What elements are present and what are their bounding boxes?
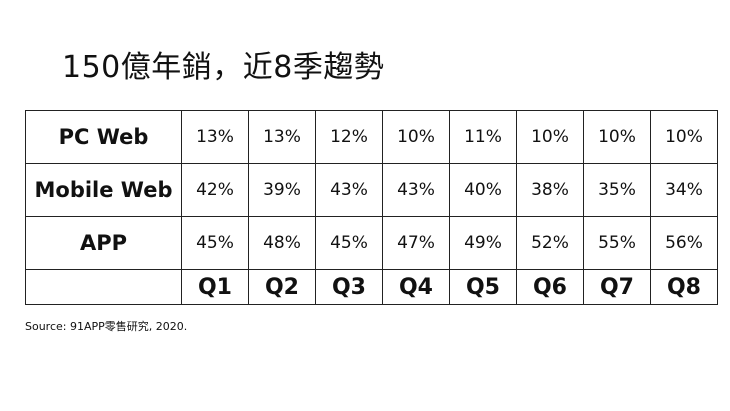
chart-title: 150億年銷，近8季趨勢 xyxy=(62,50,385,85)
value-cell-app-q5: 49% xyxy=(449,216,517,270)
value-cell-app-q3: 45% xyxy=(315,216,383,270)
quarter-label-q8: Q8 xyxy=(650,269,718,305)
quarter-label-q6: Q6 xyxy=(516,269,584,305)
value-cell-app-q2: 48% xyxy=(248,216,316,270)
value-cell-mobile-web-q7: 35% xyxy=(583,163,651,217)
value-cell-pc-web-q1: 13% xyxy=(181,110,249,164)
value-cell-mobile-web-q4: 43% xyxy=(382,163,450,217)
row-label-app: APP xyxy=(25,216,182,270)
value-cell-mobile-web-q5: 40% xyxy=(449,163,517,217)
quarter-label-q1: Q1 xyxy=(181,269,249,305)
quarter-label-q7: Q7 xyxy=(583,269,651,305)
value-cell-pc-web-q4: 10% xyxy=(382,110,450,164)
table-row-pc-web: PC Web 13% 13% 12% 10% 11% 10% 10% 10% xyxy=(25,110,718,164)
value-cell-pc-web-q2: 13% xyxy=(248,110,316,164)
value-cell-pc-web-q5: 11% xyxy=(449,110,517,164)
value-cell-app-q1: 45% xyxy=(181,216,249,270)
table-row-mobile-web: Mobile Web 42% 39% 43% 43% 40% 38% 35% 34% xyxy=(25,163,718,217)
corner-cell xyxy=(25,269,182,305)
value-cell-pc-web-q7: 10% xyxy=(583,110,651,164)
value-cell-pc-web-q3: 12% xyxy=(315,110,383,164)
value-cell-pc-web-q8: 10% xyxy=(650,110,718,164)
value-cell-mobile-web-q1: 42% xyxy=(181,163,249,217)
value-cell-mobile-web-q8: 34% xyxy=(650,163,718,217)
value-cell-app-q7: 55% xyxy=(583,216,651,270)
value-cell-app-q6: 52% xyxy=(516,216,584,270)
table-body: PC Web 13% 13% 12% 10% 11% 10% 10% 10% Mobile Web… xyxy=(25,110,718,305)
table-row-app: APP 45% 48% 45% 47% 49% 52% 55% 56% xyxy=(25,216,718,270)
value-cell-mobile-web-q6: 38% xyxy=(516,163,584,217)
table-row-quarters: Q1 Q2 Q3 Q4 Q5 Q6 Q7 Q8 xyxy=(25,269,718,305)
source-note: Source: 91APP零售研究, 2020. xyxy=(25,320,188,333)
quarter-label-q5: Q5 xyxy=(449,269,517,305)
value-cell-mobile-web-q2: 39% xyxy=(248,163,316,217)
quarter-label-q2: Q2 xyxy=(248,269,316,305)
value-cell-mobile-web-q3: 43% xyxy=(315,163,383,217)
value-cell-app-q8: 56% xyxy=(650,216,718,270)
row-label-pc-web: PC Web xyxy=(25,110,182,164)
channel-share-table: PC Web 13% 13% 12% 10% 11% 10% 10% 10% Mobile Web… xyxy=(25,110,718,305)
value-cell-pc-web-q6: 10% xyxy=(516,110,584,164)
quarter-label-q4: Q4 xyxy=(382,269,450,305)
row-label-mobile-web: Mobile Web xyxy=(25,163,182,217)
quarter-label-q3: Q3 xyxy=(315,269,383,305)
value-cell-app-q4: 47% xyxy=(382,216,450,270)
